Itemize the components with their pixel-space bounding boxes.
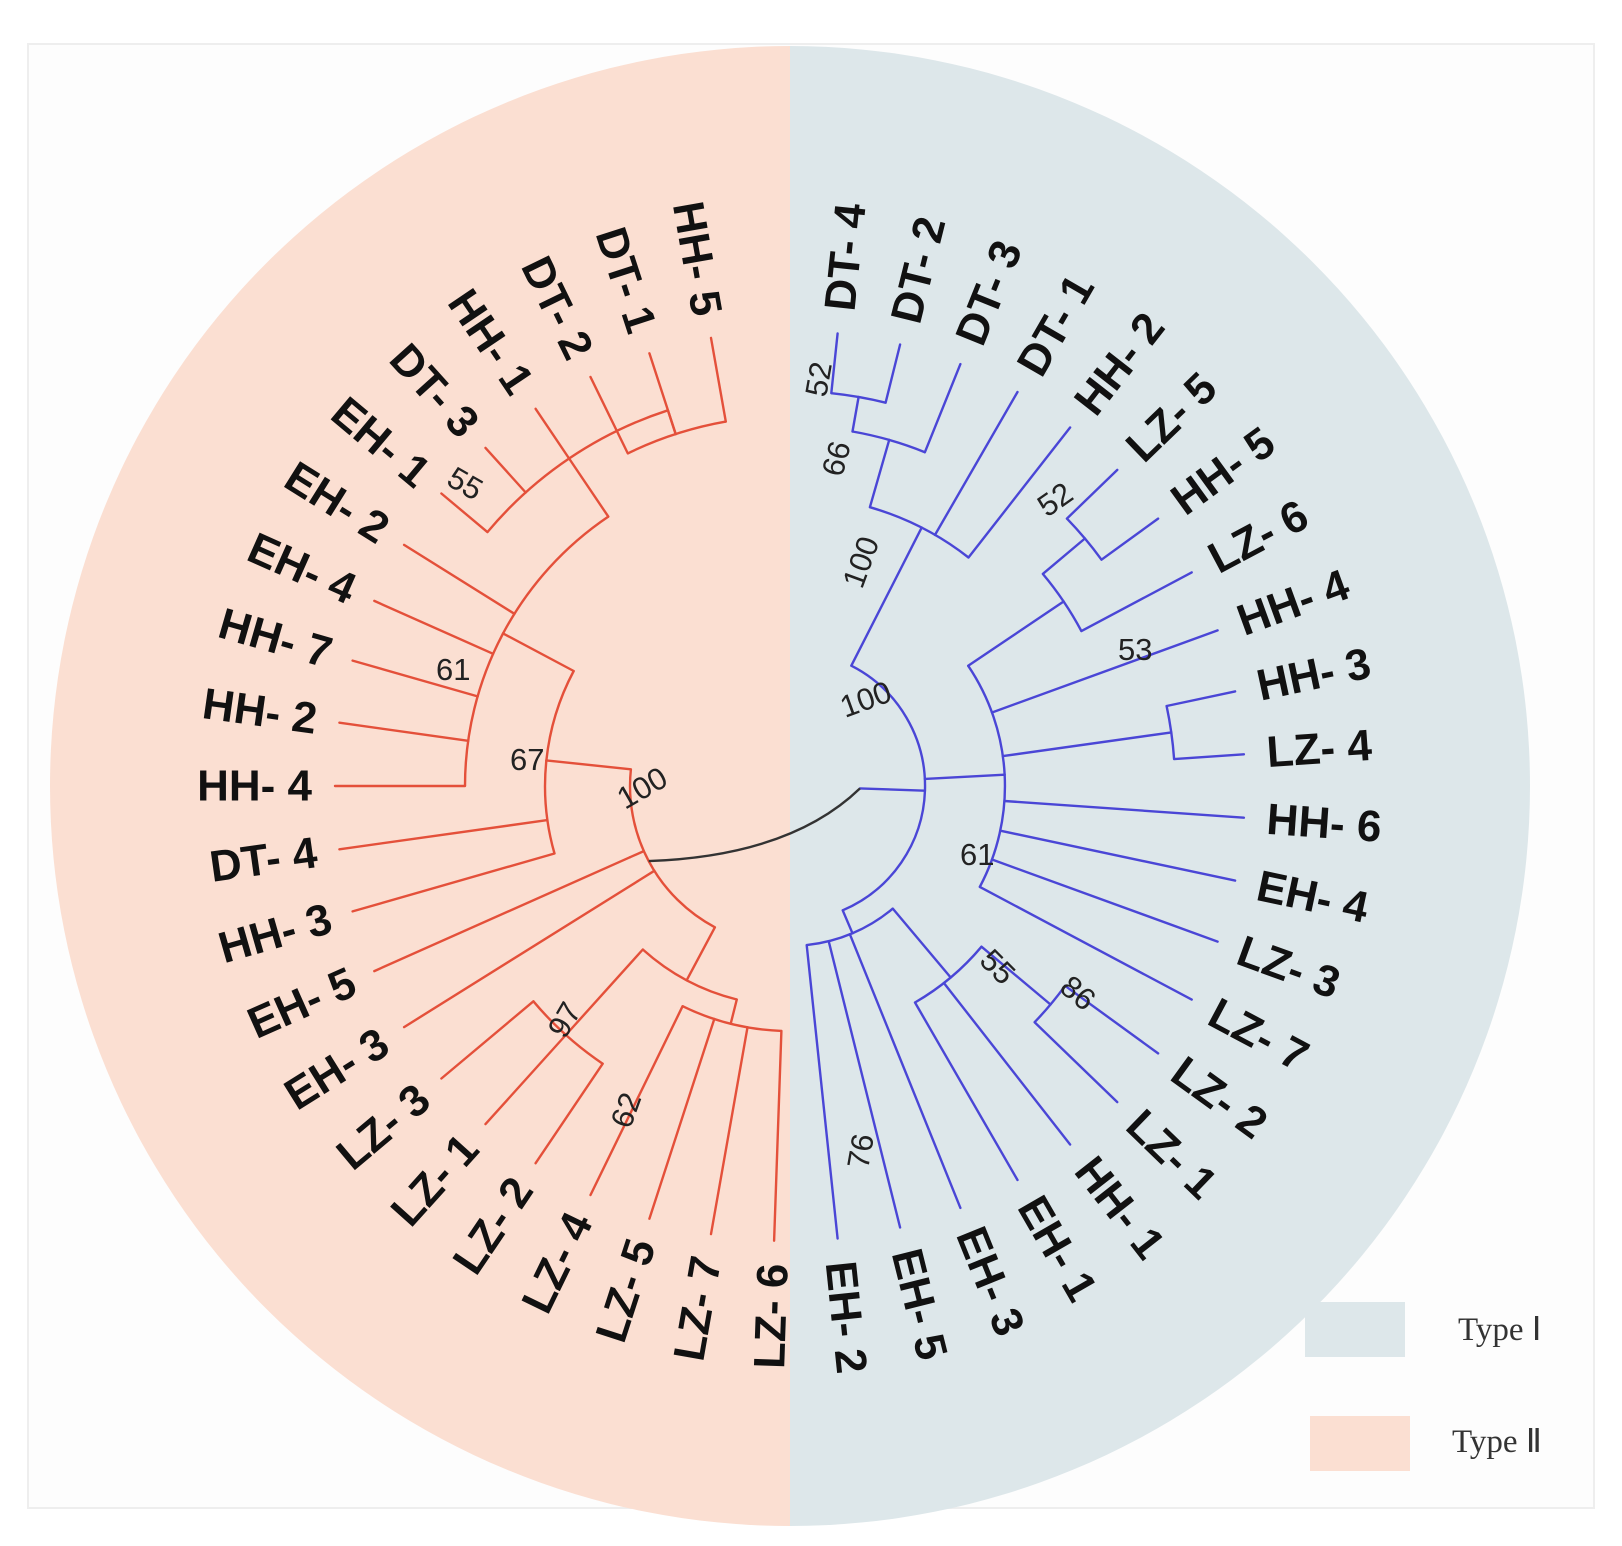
legend-label-type2: Type Ⅱ: [1452, 1424, 1542, 1460]
tree-branches: [333, 332, 1246, 1242]
type1-leaf-label-21: EH- 2: [816, 1259, 876, 1376]
type2-stem-27: [729, 998, 738, 1025]
legend: Type Ⅰ Type Ⅱ: [1305, 1302, 1542, 1471]
type1-stem-33: [858, 787, 927, 792]
type1-leaf-branch-10: [1172, 753, 1246, 761]
type2-leaf-branch-12: [351, 852, 556, 913]
type1-stem-43: [967, 600, 1065, 667]
type2-leaf-branch-21: [772, 1029, 783, 1242]
type2-stem-3: [567, 457, 610, 518]
type1-region: [790, 46, 1530, 1526]
type2-leaf-branch-6: [402, 543, 516, 615]
type1-stem-44: [1041, 537, 1087, 576]
type1-stem-34: [850, 526, 923, 667]
type1-leaf-branch-17: [942, 981, 1072, 1146]
type1-stem-36: [851, 395, 860, 433]
type1-leaf-branch-2: [923, 362, 962, 454]
type2-leaf-branch-8: [351, 659, 479, 698]
type2-leaf-branch-17: [534, 1062, 604, 1165]
legend-swatch-type2: [1310, 1416, 1410, 1471]
type1-leaf-branch-7: [1080, 571, 1193, 633]
type2-stem-18: [628, 849, 645, 859]
type1-leaf-branch-0: [830, 332, 839, 395]
type1-leaf-label-0: DT- 4: [816, 201, 876, 314]
type1-stem-56: [841, 909, 854, 935]
bootstrap-t1-lz: 76: [840, 1131, 880, 1171]
type1-leaf-branch-16: [1033, 1021, 1119, 1104]
type1-leaf-branch-1: [884, 343, 902, 404]
type1-stem-49: [1001, 731, 1173, 758]
type2-stem-1: [545, 759, 633, 771]
type1-stem-35: [868, 438, 891, 509]
type1-leaf-branch-4: [967, 426, 1072, 559]
bootstrap-t2-b: 61: [436, 652, 470, 687]
type2-leaf-branch-13: [373, 856, 632, 973]
type2-leaf-branch-3: [534, 407, 571, 460]
bootstrap-t1-m: 61: [960, 837, 994, 872]
type2-leaf-branch-9: [338, 721, 470, 742]
type2-stem-2: [501, 632, 575, 673]
type1-leaf-branch-5: [1065, 468, 1119, 520]
legend-swatch-type1: [1305, 1302, 1405, 1357]
type2-leaf-branch-16: [484, 1033, 567, 1126]
type1-leaf-branch-11: [1003, 799, 1246, 819]
type2-leaf-branch-2: [589, 375, 629, 455]
type2-stem-20: [636, 869, 656, 883]
legend-label-type1: Type Ⅰ: [1458, 1312, 1541, 1348]
type2-leaf-branch-18: [589, 1005, 684, 1197]
type1-leaf-branch-15: [1063, 984, 1160, 1055]
type2-leaf-branch-0: [709, 336, 727, 423]
type1-leaf-branch-13: [990, 858, 1219, 943]
type1-leaf-branch-8: [990, 629, 1219, 714]
type1-leaf-branch-12: [999, 829, 1237, 882]
type2-leaf-branch-11: [338, 818, 549, 851]
type1-leaf-label-11: HH- 6: [1265, 795, 1383, 852]
type2-leaf-branch-19: [648, 1017, 716, 1220]
type1-leaf-branch-9: [1165, 690, 1237, 708]
type1-leaf-label-10: LZ- 4: [1265, 721, 1374, 777]
type2-leaf-label-10: HH- 4: [197, 762, 312, 811]
type2-leaf-branch-20: [709, 1026, 749, 1236]
type1-leaf-branch-20: [827, 940, 902, 1229]
type2-leaf-branch-14: [402, 880, 639, 1029]
type1-leaf-branch-21: [805, 943, 839, 1240]
root-branch: [648, 787, 861, 863]
type1-stem-58: [980, 945, 1052, 1006]
type2-stem-22: [685, 926, 717, 982]
bootstrap-t2-a: 67: [510, 742, 544, 777]
type1-leaf-branch-19: [848, 933, 962, 1210]
type2-leaf-branch-5: [440, 492, 489, 534]
type1-stem-57: [891, 907, 952, 979]
type1-leaf-branch-14: [978, 885, 1193, 1001]
type2-stem-4: [666, 409, 677, 436]
type2-leaf-branch-4: [484, 446, 527, 494]
type1-leaf-branch-18: [913, 1001, 1019, 1182]
type2-stem-23: [564, 948, 644, 1037]
type1-stem-42: [923, 773, 1006, 781]
type1-leaf-branch-3: [933, 390, 1019, 537]
type2-leaf-branch-7: [373, 599, 495, 655]
bootstrap-t1-hh3: 53: [1118, 632, 1152, 667]
type2-leaf-label-21: LZ- 6: [745, 1263, 798, 1370]
type1-leaf-branch-6: [1100, 517, 1160, 561]
type2-leaf-branch-15: [440, 1000, 535, 1080]
bootstrap-t1-dt3: 52: [798, 359, 838, 399]
